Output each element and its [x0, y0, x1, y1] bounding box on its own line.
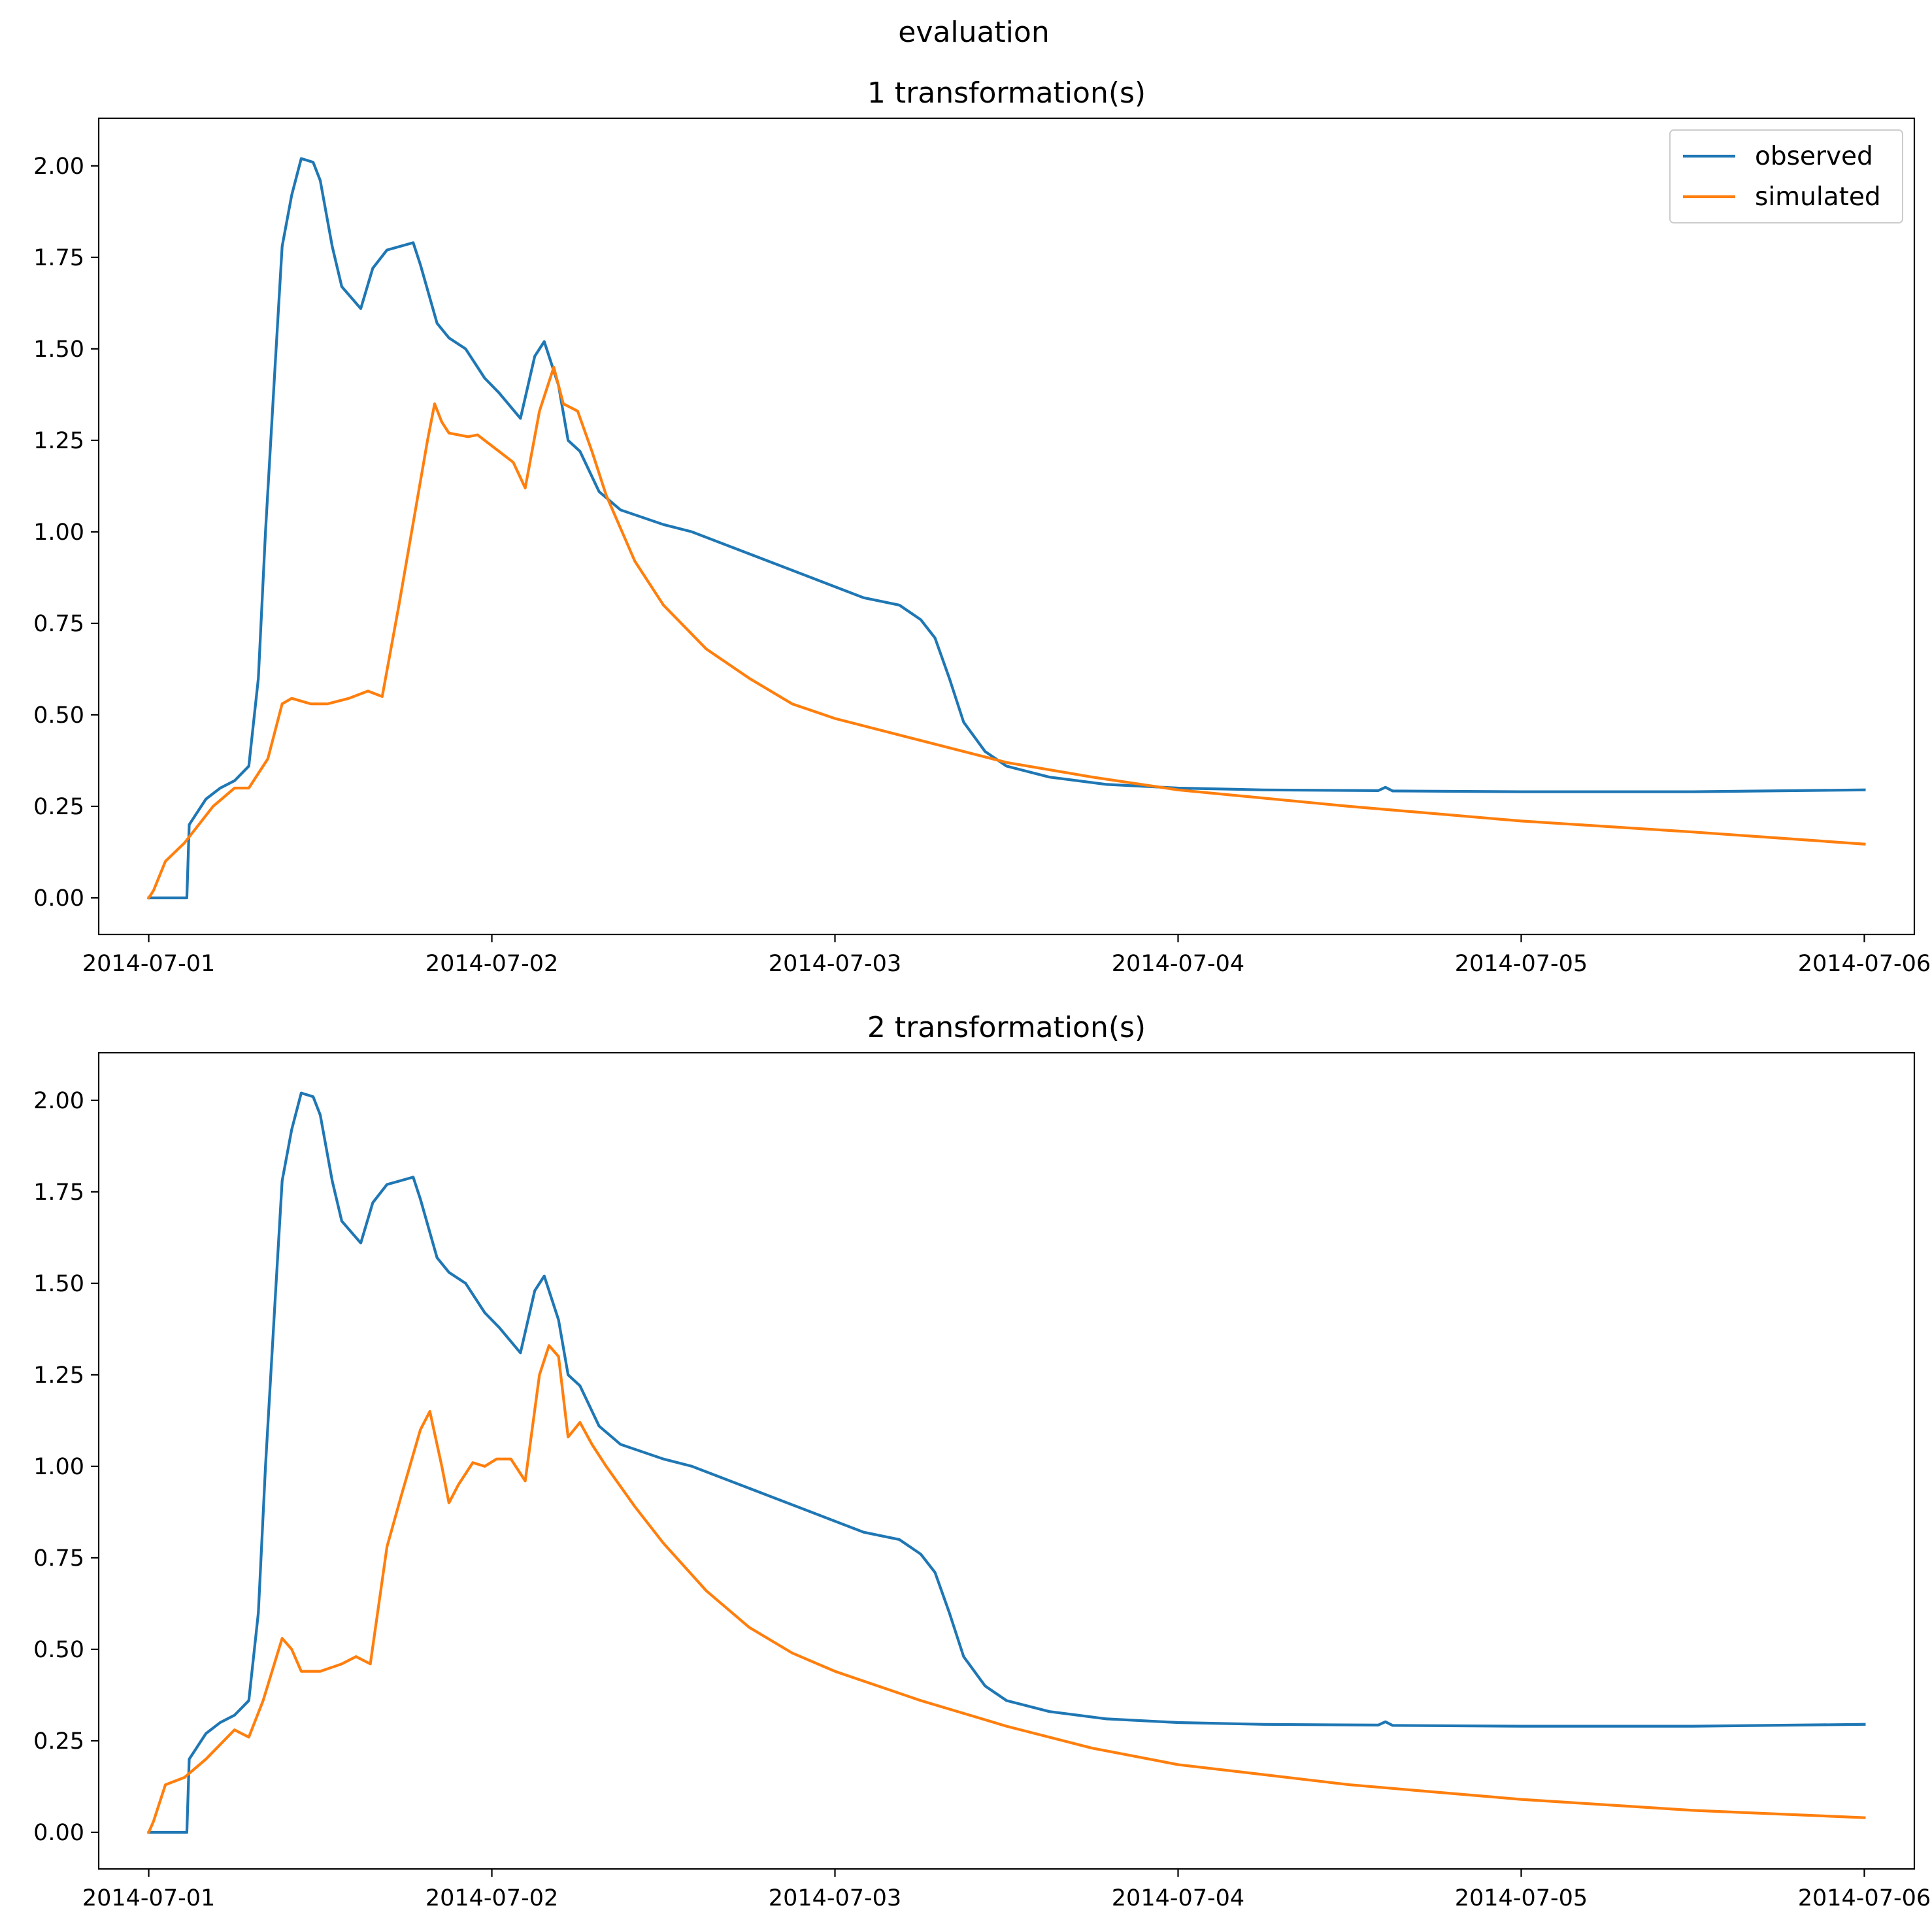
y-tick-label: 1.75 [33, 245, 84, 271]
y-tick-label: 0.25 [33, 1728, 84, 1755]
y-tick-label: 1.00 [33, 520, 84, 546]
x-tick-label: 2014-07-06 [1798, 1885, 1931, 1911]
y-tick-label: 0.00 [33, 1820, 84, 1846]
series-line-simulated [146, 1344, 1866, 1834]
x-tick-label: 2014-07-03 [769, 951, 901, 977]
chart-panel-1-transformation: 1 transformation(s) 2014-07-01 2014-07-02 2… [33, 76, 1931, 977]
y-tick-label: 1.25 [33, 1362, 84, 1389]
chart-panel-2-transformations: 2 transformation(s) 2014-07-01 2014-07-02 2… [33, 1011, 1931, 1911]
y-tick-label: 0.75 [33, 611, 84, 637]
y-tick-label: 0.00 [33, 885, 84, 912]
y-tick-label: 0.75 [33, 1545, 84, 1572]
x-tick-label: 2014-07-02 [425, 1885, 558, 1911]
plot-frame [97, 117, 1916, 936]
figure-title: evaluation [898, 16, 1049, 49]
legend-label-simulated: simulated [1755, 182, 1881, 212]
y-tick-label: 0.50 [33, 702, 84, 729]
x-tick-label: 2014-07-04 [1112, 951, 1244, 977]
y-tick-label: 2.00 [33, 154, 84, 180]
x-tick-label: 2014-07-04 [1112, 1885, 1244, 1911]
y-tick-label: 0.25 [33, 794, 84, 820]
x-tick-label: 2014-07-05 [1455, 1885, 1588, 1911]
x-tick-label: 2014-07-06 [1798, 951, 1931, 977]
y-tick-label: 1.00 [33, 1454, 84, 1480]
series-line-observed [147, 157, 1866, 900]
x-tick-label: 2014-07-02 [425, 951, 558, 977]
series-line-simulated [146, 365, 1866, 900]
chart-title: 1 transformation(s) [867, 76, 1146, 110]
y-tick-label: 1.75 [33, 1180, 84, 1206]
legend: observed simulated [1669, 129, 1903, 223]
x-tick-label: 2014-07-03 [769, 1885, 901, 1911]
y-tick-label: 1.25 [33, 428, 84, 454]
y-tick-label: 1.50 [33, 337, 84, 363]
y-tick-label: 0.50 [33, 1637, 84, 1663]
series-line-observed [147, 1091, 1866, 1834]
x-tick-label: 2014-07-01 [82, 1885, 215, 1911]
x-tick-label: 2014-07-05 [1455, 951, 1588, 977]
legend-label-observed: observed [1755, 142, 1873, 171]
y-tick-label: 2.00 [33, 1088, 84, 1114]
x-tick-label: 2014-07-01 [82, 951, 215, 977]
y-tick-label: 1.50 [33, 1271, 84, 1297]
legend-box [1669, 129, 1903, 223]
chart-title: 2 transformation(s) [867, 1011, 1146, 1044]
plot-frame [97, 1051, 1916, 1870]
